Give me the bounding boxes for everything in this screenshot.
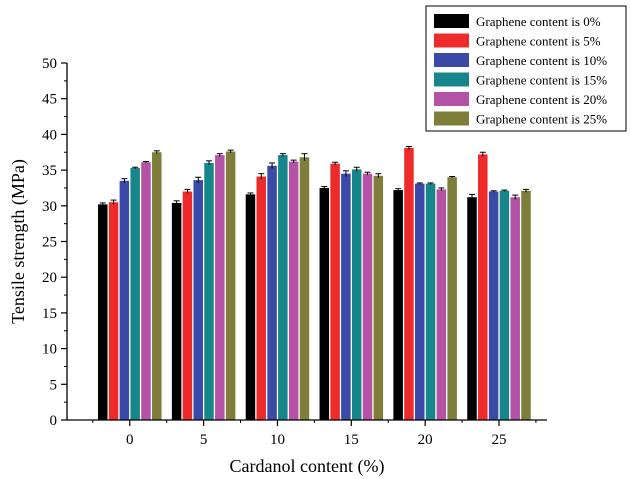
bar — [278, 155, 288, 420]
bar — [404, 147, 414, 420]
bar — [319, 187, 330, 420]
bar — [204, 162, 214, 420]
bar — [141, 162, 151, 420]
y-tick-label: 5 — [50, 377, 58, 393]
bar — [330, 163, 340, 420]
x-tick-label: 10 — [270, 432, 285, 448]
bar — [98, 204, 108, 420]
bar — [152, 152, 162, 420]
bar — [225, 151, 236, 420]
y-tick-label: 15 — [42, 306, 57, 322]
bar — [351, 169, 362, 420]
bar — [436, 189, 447, 420]
y-tick-label: 50 — [42, 56, 57, 72]
bar — [373, 175, 384, 420]
bar — [425, 183, 436, 420]
y-tick-label: 45 — [42, 92, 57, 108]
legend: Graphene content is 0% Graphene content i… — [425, 5, 627, 132]
legend-label: Graphene content is 10% — [476, 53, 607, 68]
y-tick-label: 30 — [42, 199, 57, 215]
bar — [171, 202, 182, 420]
bar — [193, 180, 203, 420]
bar — [362, 173, 373, 420]
legend-label: Graphene content is 25% — [476, 112, 607, 127]
bar — [299, 157, 310, 421]
bar — [521, 190, 531, 420]
bar — [478, 154, 488, 420]
legend-label: Graphene content is 5% — [476, 34, 601, 49]
legend-swatch — [434, 33, 469, 48]
bar — [447, 177, 457, 420]
bar — [510, 197, 520, 420]
legend-swatch — [434, 92, 469, 106]
legend-swatch — [434, 72, 469, 87]
bar — [499, 190, 510, 420]
bar — [288, 161, 299, 421]
legend-swatch — [434, 111, 469, 126]
legend-swatch — [434, 14, 469, 28]
legend-label: Graphene content is 15% — [476, 73, 607, 88]
bar — [182, 191, 193, 420]
legend-label: Graphene content is 20% — [476, 92, 607, 107]
y-axis-title: Tensile strength (MPa) — [8, 159, 29, 324]
bar — [119, 180, 130, 420]
bar — [256, 176, 267, 420]
bar — [467, 197, 477, 420]
axes-layer: 0 5 10 15 20 25 30 35 40 45 50 0 5 10 15 20 25 — [42, 56, 547, 448]
bar-layer — [98, 146, 531, 421]
y-tick-label: 0 — [50, 413, 58, 429]
bar — [488, 191, 499, 420]
y-tick-label: 35 — [42, 163, 57, 179]
y-tick-label: 40 — [42, 127, 57, 143]
bar — [341, 173, 351, 420]
bar — [130, 167, 140, 420]
bar — [245, 194, 256, 420]
bar — [267, 165, 277, 420]
x-tick-label: 15 — [344, 432, 359, 448]
legend-swatch — [434, 53, 469, 67]
y-tick-label: 25 — [42, 235, 57, 251]
legend-label: Graphene content is 0% — [476, 14, 601, 29]
x-tick-label: 20 — [418, 432, 433, 448]
x-tick-label: 5 — [200, 432, 208, 448]
bar — [415, 183, 425, 420]
x-axis-title: Cardanol content (%) — [230, 456, 385, 477]
bar — [215, 155, 225, 420]
y-tick-label: 10 — [42, 342, 57, 358]
bar — [393, 190, 403, 420]
y-tick-label: 20 — [42, 270, 57, 286]
bar — [108, 202, 119, 420]
x-tick-label: 25 — [492, 432, 507, 448]
x-tick-label: 0 — [126, 432, 134, 448]
